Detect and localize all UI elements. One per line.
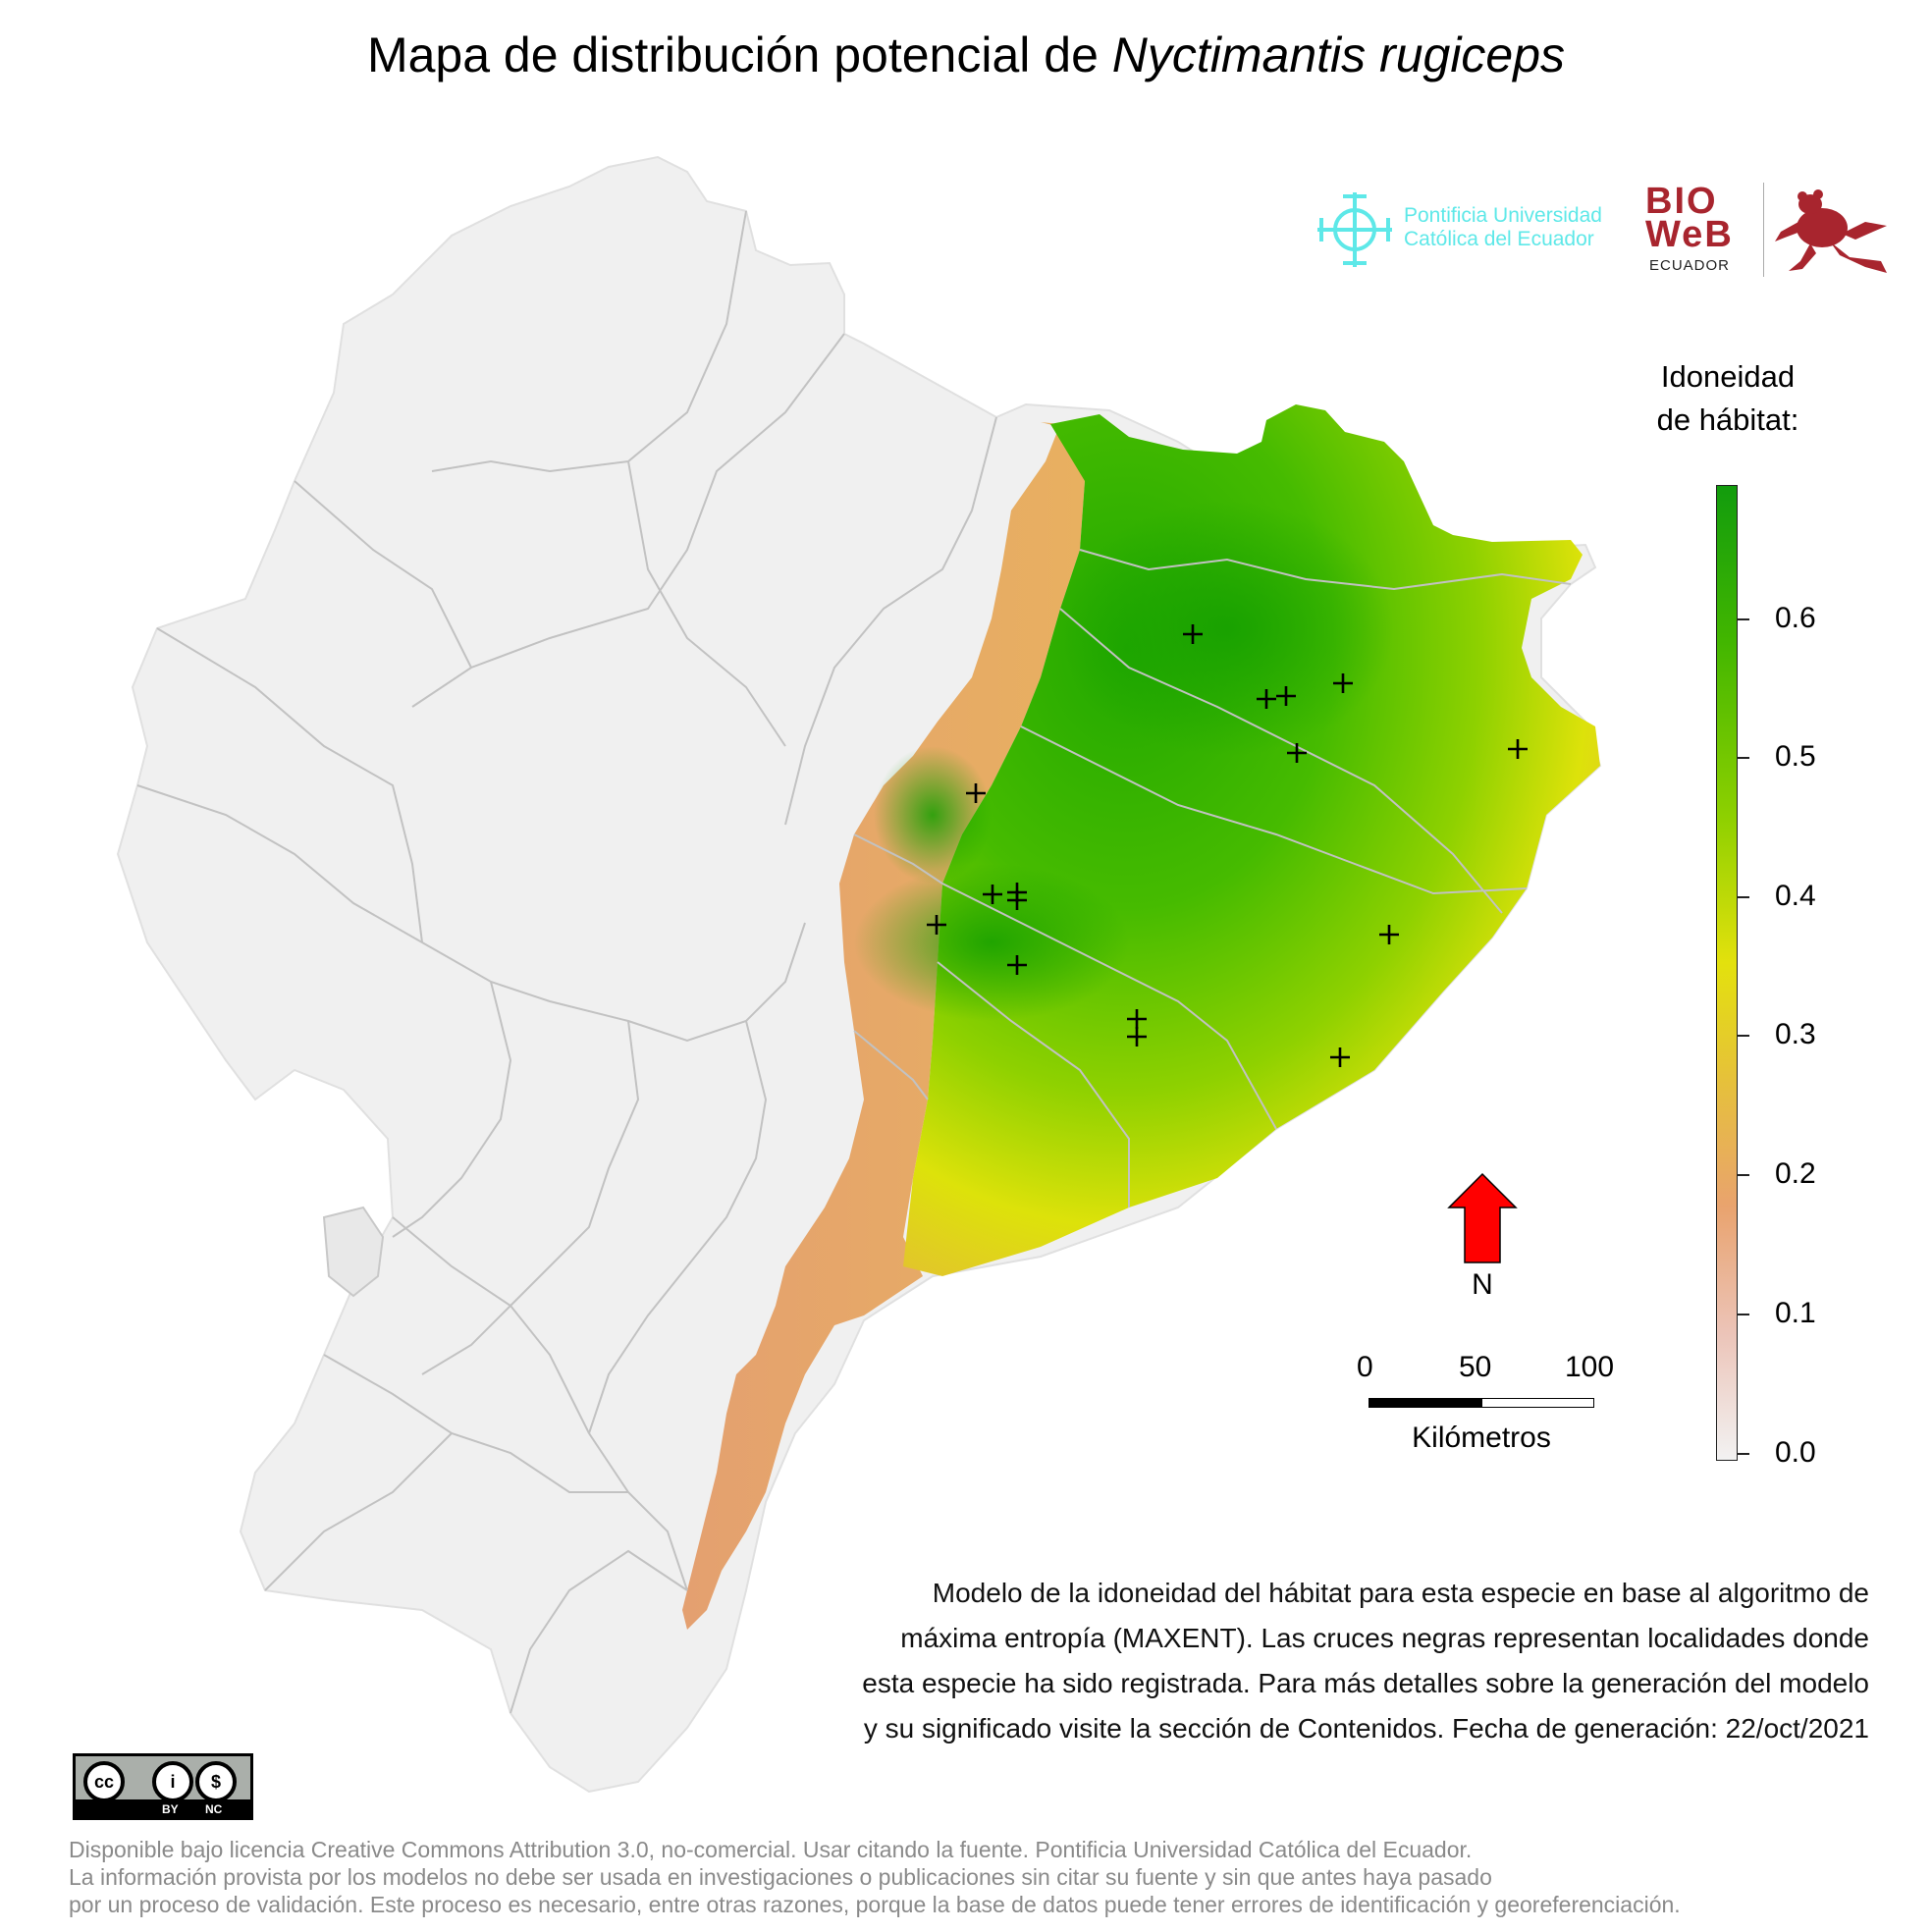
footer-line: por un proceso de validación. Este proce…: [69, 1892, 1681, 1917]
description-line: máxima entropía (MAXENT). Las cruces neg…: [900, 1623, 1869, 1653]
map-title-species: Nyctimantis rugiceps: [1111, 27, 1566, 82]
legend-tick: [1738, 757, 1749, 759]
description-line: esta especie ha sido registrada. Para má…: [862, 1668, 1869, 1698]
scale-unit: Kilómetros: [1412, 1422, 1551, 1454]
scale-bar-empty: [1481, 1398, 1594, 1408]
scale-label: 100: [1565, 1351, 1615, 1383]
legend-title: Idoneidad de hábitat:: [1630, 355, 1826, 442]
andes-low-suitability: [682, 422, 1085, 1630]
bioweb-word-web: WeB: [1645, 214, 1734, 255]
legend-tick: [1738, 1174, 1749, 1176]
legend-tick-label: 0.6: [1775, 602, 1816, 634]
legend-tick-label: 0.2: [1775, 1157, 1816, 1190]
occurrence-marker: [1379, 925, 1399, 944]
occurrence-marker: [1127, 1027, 1147, 1046]
map-title-prefix: Mapa de distribución potencial de: [366, 27, 1112, 82]
province-borders: [136, 210, 1572, 1714]
occurrence-marker: [1276, 686, 1296, 706]
bioweb-divider: [1763, 183, 1764, 277]
description-line: y su significado visite la sección de Co…: [863, 1713, 1869, 1744]
legend-tick-label: 0.0: [1775, 1436, 1816, 1469]
legend-title-line2: de hábitat:: [1656, 402, 1799, 437]
puce-name-line1: Pontificia Universidad: [1404, 204, 1602, 227]
model-description: Modelo de la idoneidad del hábitat para …: [746, 1571, 1869, 1751]
north-label: N: [1472, 1268, 1493, 1301]
legend-tick: [1738, 1453, 1749, 1455]
footer-line: Disponible bajo licencia Creative Common…: [69, 1837, 1473, 1862]
occurrence-marker: [1333, 673, 1353, 693]
island-puna: [322, 1206, 385, 1298]
occurrence-marker: [927, 915, 946, 935]
occurrence-marker: [1127, 1009, 1147, 1029]
legend-tick-label: 0.5: [1775, 740, 1816, 773]
north-arrow-icon: [1447, 1172, 1518, 1263]
occurrence-marker: [1257, 689, 1276, 709]
occurrence-marker: [983, 885, 1002, 904]
legend-tick: [1738, 618, 1749, 620]
by-person-icon: i: [152, 1761, 193, 1802]
occurrence-marker: [1007, 955, 1027, 975]
legend-title-line1: Idoneidad: [1660, 359, 1796, 394]
puce-name-line2: Católica del Ecuador: [1404, 228, 1594, 250]
occurrence-marker: [1287, 743, 1307, 763]
footer-line: La información provista por los modelos …: [69, 1864, 1492, 1890]
cc-icon: cc: [83, 1761, 125, 1802]
cc-nc-label: NC: [205, 1802, 223, 1816]
scale-label: 50: [1459, 1351, 1492, 1383]
hotspot-andes-foot: [874, 746, 992, 884]
legend-tick-label: 0.3: [1775, 1018, 1816, 1050]
occurrence-marker: [966, 783, 986, 803]
legend-tick-label: 0.1: [1775, 1297, 1816, 1329]
occurrence-marker: [1007, 890, 1027, 910]
hotspot-west: [854, 864, 1129, 1021]
bioweb-logo: BIO WeB ECUADOR: [1645, 183, 1901, 281]
legend-colorbar: [1716, 485, 1738, 1461]
puce-cross-icon: [1317, 192, 1392, 267]
scale-label: 0: [1357, 1351, 1373, 1383]
bioweb-word-bio: BIO: [1645, 181, 1718, 222]
description-line: Modelo de la idoneidad del hábitat para …: [932, 1578, 1869, 1608]
occurrence-marker: [1183, 624, 1203, 644]
nc-dollar-icon: $: [195, 1761, 237, 1802]
map-title: Mapa de distribución potencial de Nyctim…: [0, 24, 1932, 86]
frog-icon: [1775, 189, 1887, 273]
scale-bar-filled: [1368, 1398, 1481, 1408]
legend-tick: [1738, 1035, 1749, 1037]
legend-tick: [1738, 1314, 1749, 1315]
cc-license-badge[interactable]: cc i $ BY NC: [73, 1753, 253, 1820]
legend-tick: [1738, 896, 1749, 898]
bioweb-word-ecuador: ECUADOR: [1649, 257, 1731, 274]
occurrence-marker: [1330, 1047, 1350, 1067]
cc-badge-strip: [76, 1799, 250, 1817]
license-footer: Disponible bajo licencia Creative Common…: [69, 1836, 1895, 1918]
occurrence-marker: [1508, 739, 1528, 759]
hotspot-north: [1060, 501, 1394, 756]
legend-tick-label: 0.4: [1775, 880, 1816, 912]
puce-logo: Pontificia Universidad Católica del Ecua…: [1308, 183, 1622, 281]
scale-bar: [1368, 1398, 1594, 1408]
cc-by-label: BY: [162, 1802, 179, 1816]
occurrence-markers: [927, 624, 1528, 1067]
